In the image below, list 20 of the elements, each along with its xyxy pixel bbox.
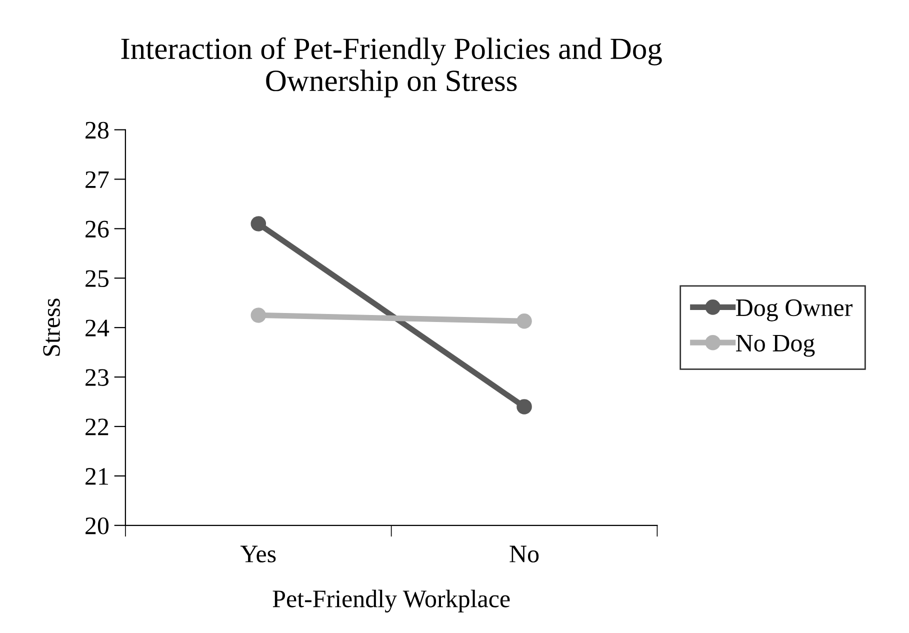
y-tick-label: 28 [86, 122, 109, 139]
y-tick-label: 27 [86, 171, 109, 188]
chart-title: Interaction of Pet-Friendly Policies and Dog Ownership on Stress [121, 37, 662, 98]
x-tick-label: No [510, 546, 539, 562]
legend-label: Dog Owner [736, 299, 852, 322]
y-tick-label: 24 [86, 320, 110, 336]
y-axis-title: Stress [43, 298, 60, 356]
x-tick-label: Yes [240, 546, 276, 562]
y-tick-label: 26 [86, 220, 109, 238]
y-tick-label: 25 [86, 270, 108, 288]
point [250, 308, 266, 323]
legend-label: No Dog [736, 334, 815, 357]
x-axis-title: Pet-Friendly Workplace [272, 590, 510, 612]
y-tick-label: 22 [86, 418, 108, 436]
point [250, 216, 266, 232]
point [516, 399, 532, 414]
y-tick-label: 23 [86, 369, 108, 386]
y-tick-label: 20 [86, 517, 109, 534]
point [516, 314, 532, 329]
y-tick-label: 21 [86, 468, 108, 485]
